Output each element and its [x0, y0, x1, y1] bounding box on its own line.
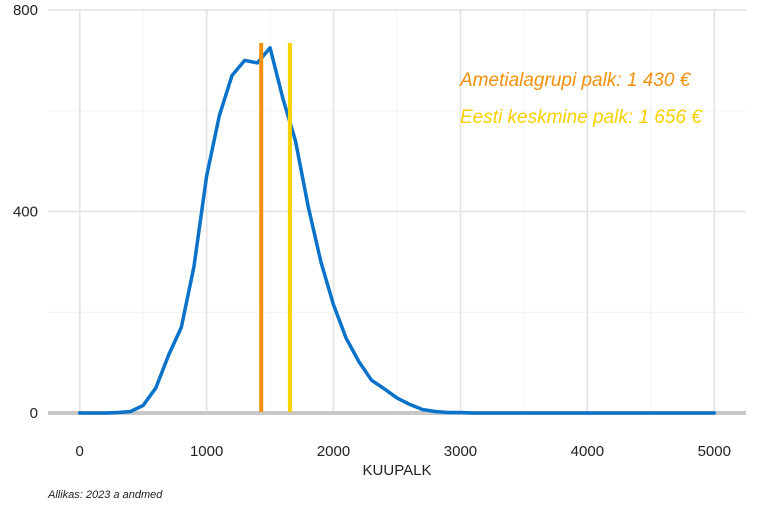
series-layer: [77, 46, 717, 415]
annotations: Ametialagrupi palk: 1 430 € Eesti keskmin…: [459, 70, 703, 128]
x-axis-label: KUUPALK: [363, 462, 432, 479]
x-tick-label: 4000: [571, 443, 604, 460]
y-tick-label: 800: [13, 2, 38, 19]
y-axis-ticks: 0 400 800: [13, 2, 38, 422]
x-tick-label: 1000: [190, 443, 223, 460]
annotation-label-1: Eesti keskmine palk: 1 656 €: [460, 107, 703, 128]
source-note: Allikas: 2023 a andmed: [48, 489, 163, 501]
annotation-label-0: Ametialagrupi palk: 1 430 €: [459, 70, 692, 91]
x-tick-label: 0: [76, 443, 84, 460]
x-tick-label: 3000: [444, 443, 477, 460]
y-tick-label: 0: [30, 405, 38, 422]
density-line-0: [77, 46, 717, 415]
x-axis-ticks: 0 1000 2000 3000 4000 5000: [76, 443, 731, 460]
reference-lines: [259, 43, 292, 412]
y-tick-label: 400: [13, 204, 38, 221]
x-tick-label: 2000: [317, 443, 350, 460]
x-tick-label: 5000: [698, 443, 731, 460]
